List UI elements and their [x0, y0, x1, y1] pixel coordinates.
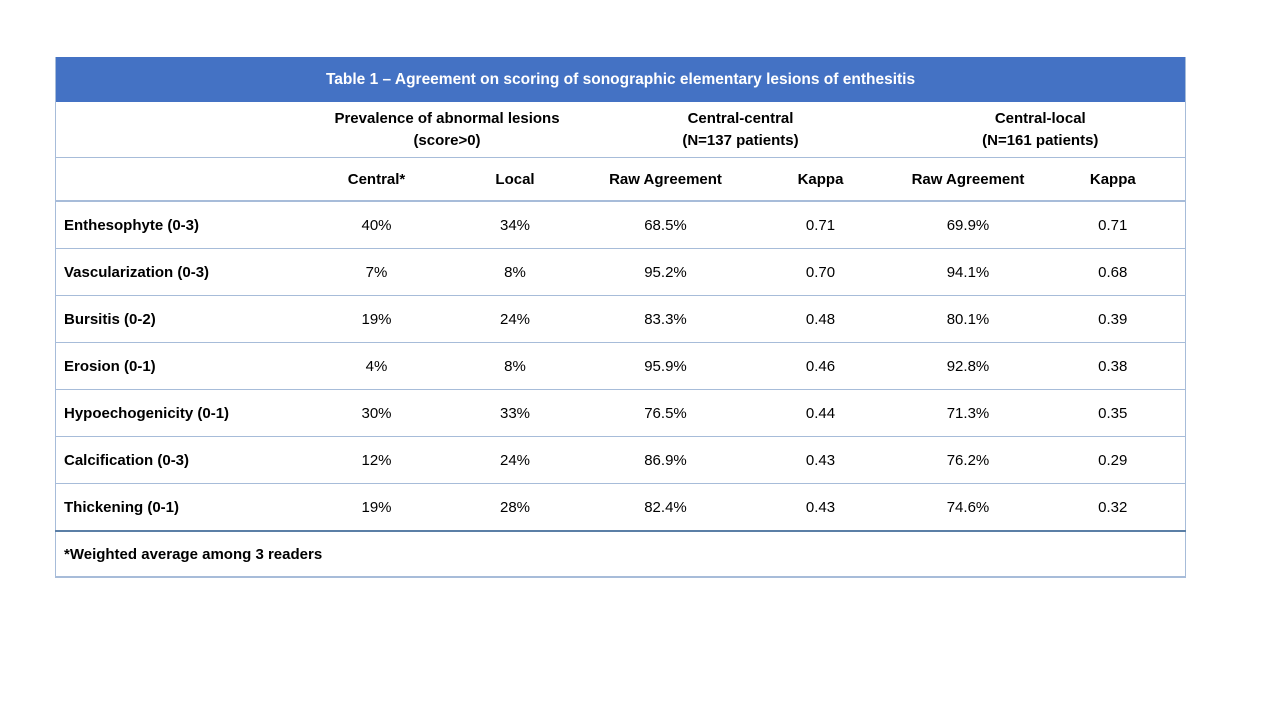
data-cell: 94.1%	[895, 248, 1041, 296]
table-title: Table 1 – Agreement on scoring of sonogr…	[55, 57, 1186, 102]
row-label: Vascularization (0-3)	[55, 248, 309, 296]
data-cell: 0.43	[745, 483, 896, 532]
data-cell: 4%	[308, 342, 445, 390]
data-cell: 40%	[308, 201, 445, 249]
column-header-central: Central*	[308, 157, 445, 202]
data-cell: 0.38	[1040, 342, 1186, 390]
group-header-prevalence: Prevalence of abnormal lesions (score>0)	[308, 102, 586, 158]
data-cell: 0.68	[1040, 248, 1186, 296]
data-cell: 19%	[308, 483, 445, 532]
data-cell: 0.46	[745, 342, 896, 390]
column-header-spacer	[55, 157, 309, 202]
data-cell: 69.9%	[895, 201, 1041, 249]
data-cell: 0.35	[1040, 389, 1186, 437]
data-cell: 95.9%	[585, 342, 746, 390]
data-cell: 92.8%	[895, 342, 1041, 390]
row-label: Hypoechogenicity (0-1)	[55, 389, 309, 437]
column-header-raw-agreement-2: Raw Agreement	[895, 157, 1041, 202]
group-header-row: Prevalence of abnormal lesions (score>0)…	[55, 102, 1186, 158]
data-cell: 0.32	[1040, 483, 1186, 532]
data-cell: 0.70	[745, 248, 896, 296]
data-cell: 7%	[308, 248, 445, 296]
data-cell: 0.71	[745, 201, 896, 249]
data-cell: 19%	[308, 295, 445, 343]
footnote-row: *Weighted average among 3 readers	[55, 531, 1186, 578]
agreement-table: Table 1 – Agreement on scoring of sonogr…	[55, 57, 1187, 578]
data-cell: 0.29	[1040, 436, 1186, 484]
data-cell: 8%	[444, 342, 586, 390]
data-cell: 82.4%	[585, 483, 746, 532]
data-cell: 24%	[444, 436, 586, 484]
table-row-vascularization: Vascularization (0-3) 7% 8% 95.2% 0.70 9…	[55, 248, 1186, 296]
table-row-erosion: Erosion (0-1) 4% 8% 95.9% 0.46 92.8% 0.3…	[55, 342, 1186, 390]
group-header-central-local: Central-local (N=161 patients)	[895, 102, 1186, 158]
data-cell: 28%	[444, 483, 586, 532]
column-header-local: Local	[444, 157, 586, 202]
data-cell: 24%	[444, 295, 586, 343]
table-row-thickening: Thickening (0-1) 19% 28% 82.4% 0.43 74.6…	[55, 483, 1186, 532]
data-cell: 86.9%	[585, 436, 746, 484]
data-cell: 34%	[444, 201, 586, 249]
table-row-bursitis: Bursitis (0-2) 19% 24% 83.3% 0.48 80.1% …	[55, 295, 1186, 343]
data-cell: 71.3%	[895, 389, 1041, 437]
data-cell: 0.43	[745, 436, 896, 484]
group-header-line2: (score>0)	[413, 131, 481, 149]
data-cell: 0.71	[1040, 201, 1186, 249]
data-cell: 83.3%	[585, 295, 746, 343]
row-label: Calcification (0-3)	[55, 436, 309, 484]
row-label: Erosion (0-1)	[55, 342, 309, 390]
group-header-line2: (N=137 patients)	[682, 131, 799, 149]
row-label: Enthesophyte (0-3)	[55, 201, 309, 249]
data-cell: 68.5%	[585, 201, 746, 249]
column-header-raw-agreement-1: Raw Agreement	[585, 157, 746, 202]
group-header-central-central: Central-central (N=137 patients)	[585, 102, 896, 158]
group-header-line1: Central-local	[994, 109, 1086, 127]
data-cell: 80.1%	[895, 295, 1041, 343]
table-row-calcification: Calcification (0-3) 12% 24% 86.9% 0.43 7…	[55, 436, 1186, 484]
data-cell: 76.2%	[895, 436, 1041, 484]
row-label: Bursitis (0-2)	[55, 295, 309, 343]
data-cell: 0.44	[745, 389, 896, 437]
column-header-kappa-2: Kappa	[1040, 157, 1186, 202]
data-cell: 0.48	[745, 295, 896, 343]
table-row-enthesophyte: Enthesophyte (0-3) 40% 34% 68.5% 0.71 69…	[55, 201, 1186, 249]
data-cell: 74.6%	[895, 483, 1041, 532]
group-header-spacer	[55, 102, 309, 158]
table-row-hypoechogenicity: Hypoechogenicity (0-1) 30% 33% 76.5% 0.4…	[55, 389, 1186, 437]
group-header-line1: Central-central	[687, 109, 794, 127]
column-header-kappa-1: Kappa	[745, 157, 896, 202]
data-cell: 76.5%	[585, 389, 746, 437]
data-cell: 95.2%	[585, 248, 746, 296]
table-title-row: Table 1 – Agreement on scoring of sonogr…	[55, 57, 1186, 102]
group-header-line2: (N=161 patients)	[982, 131, 1099, 149]
data-cell: 0.39	[1040, 295, 1186, 343]
group-header-line1: Prevalence of abnormal lesions	[334, 109, 560, 127]
data-cell: 30%	[308, 389, 445, 437]
data-cell: 33%	[444, 389, 586, 437]
row-label: Thickening (0-1)	[55, 483, 309, 532]
column-header-row: Central* Local Raw Agreement Kappa Raw A…	[55, 157, 1186, 202]
footnote: *Weighted average among 3 readers	[55, 531, 1186, 578]
data-cell: 12%	[308, 436, 445, 484]
data-cell: 8%	[444, 248, 586, 296]
